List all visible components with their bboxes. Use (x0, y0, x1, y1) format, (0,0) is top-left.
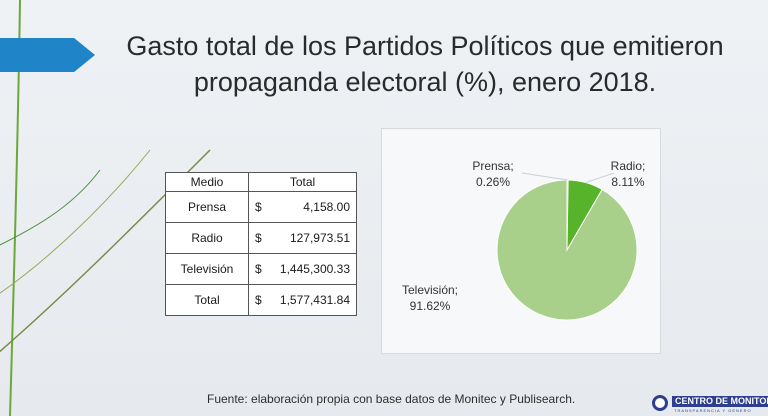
table-row: Radio $127,973.51 (165, 222, 357, 254)
label-prensa: Prensa; 0.26% (462, 158, 524, 190)
leader-line-prensa (521, 172, 568, 181)
row-amount: 1,445,300.33 (279, 262, 350, 276)
row-total-cell: $1,445,300.33 (248, 253, 357, 285)
column-header-medio: Medio (165, 172, 249, 192)
slice-percent-prensa: 0.26% (475, 175, 511, 189)
source-note: Fuente: elaboración propia con base dato… (207, 392, 576, 406)
slide-title: Gasto total de los Partidos Políticos qu… (100, 28, 750, 100)
row-amount: 4,158.00 (303, 200, 350, 214)
label-radio: Radio; 8.11% (606, 158, 650, 190)
table-header-row: Medio Total (165, 172, 357, 192)
row-medio: Prensa (165, 191, 249, 223)
expense-table: Medio Total Prensa $4,158.00 Radio $127,… (165, 172, 357, 316)
currency-symbol: $ (255, 262, 262, 276)
slice-label-television: Televisión; (401, 283, 459, 297)
column-header-total: Total (248, 172, 357, 192)
row-amount: 127,973.51 (289, 231, 350, 245)
currency-symbol: $ (255, 200, 262, 214)
row-total-cell: $4,158.00 (248, 191, 357, 223)
slice-label-prensa: Prensa; (472, 159, 514, 173)
row-amount: 1,577,431.84 (279, 293, 350, 307)
slice-percent-radio: 8.11% (611, 175, 645, 189)
currency-symbol: $ (255, 231, 262, 245)
row-medio: Televisión (165, 253, 249, 285)
table-row: Prensa $4,158.00 (165, 191, 357, 223)
pie-chart (496, 172, 638, 321)
table-row: Televisión $1,445,300.33 (165, 253, 357, 285)
row-total-cell: $127,973.51 (248, 222, 357, 254)
title-line-2: propaganda electoral (%), enero 2018. (193, 67, 657, 97)
currency-symbol: $ (255, 293, 262, 307)
table-row: Total $1,577,431.84 (165, 284, 357, 316)
logo-circle-icon (652, 395, 668, 411)
label-television: Televisión; 91.62% (394, 282, 466, 314)
pie-slice-television (496, 179, 638, 321)
centro-monitoreo-logo: CENTRO DE MONITOREO TRANSPARENCIA Y GENE… (652, 392, 768, 414)
leader-line-radio (585, 172, 615, 184)
logo-subtext: TRANSPARENCIA Y GENERO (674, 408, 752, 413)
row-medio: Radio (165, 222, 249, 254)
title-line-1: Gasto total de los Partidos Políticos qu… (126, 31, 724, 61)
row-total-cell: $1,577,431.84 (248, 284, 357, 316)
slice-label-radio: Radio; (610, 159, 646, 173)
logo-text: CENTRO DE MONITOREO (672, 396, 768, 407)
pie-chart-panel: Prensa; 0.26% Radio; 8.11% Televisión; 9… (381, 128, 661, 354)
title-arrow-marker (0, 38, 95, 72)
slice-percent-television: 91.62% (409, 299, 451, 313)
row-medio: Total (165, 284, 249, 316)
